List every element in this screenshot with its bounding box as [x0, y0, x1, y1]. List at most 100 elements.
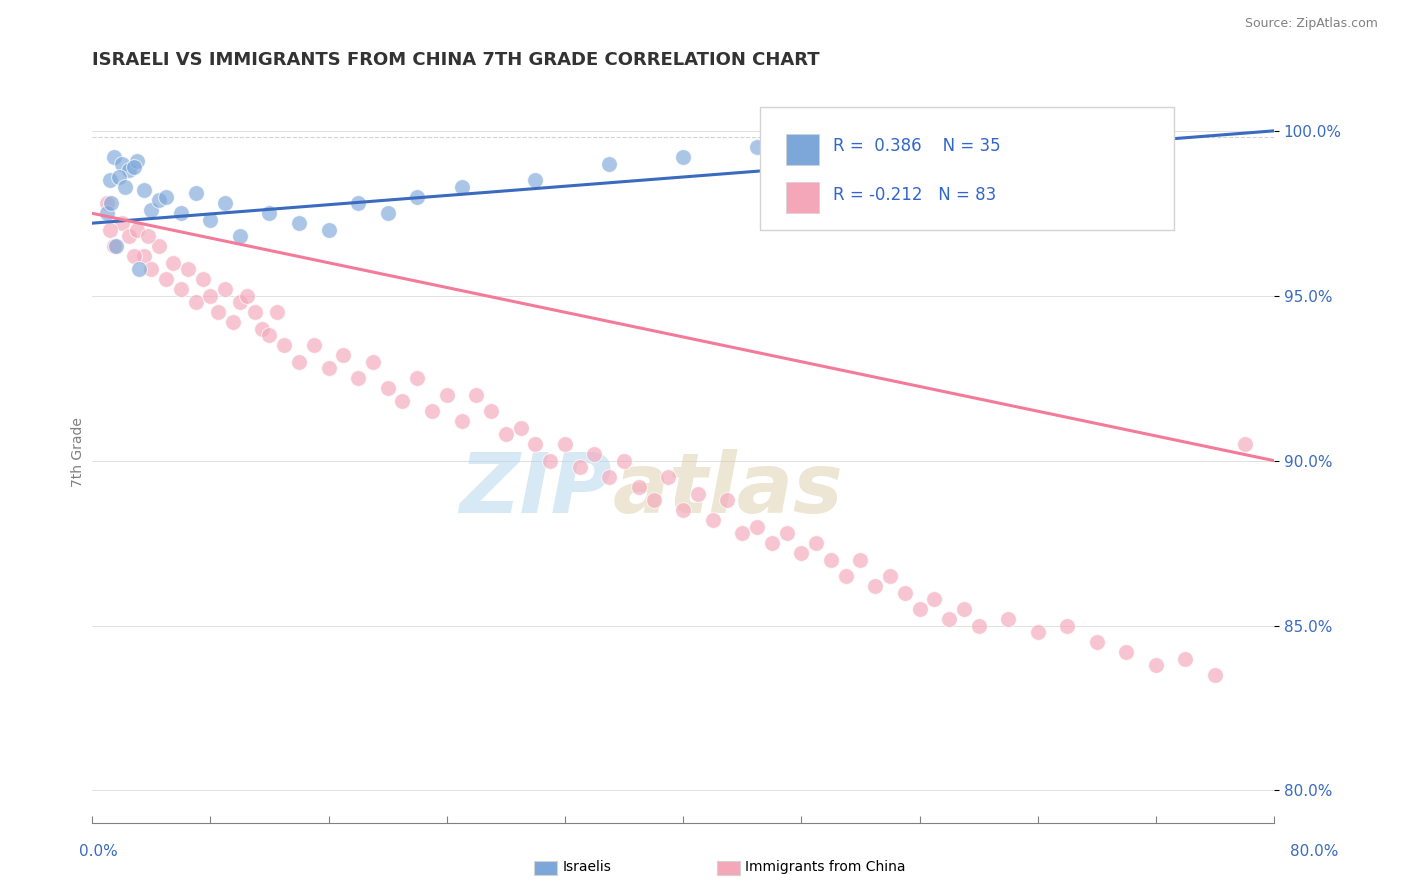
Point [96, 206, 118, 220]
Point [1085, 635, 1108, 649]
Point [450, 180, 472, 194]
Point [288, 355, 311, 369]
Point [191, 272, 214, 286]
Text: R =  0.386    N = 35: R = 0.386 N = 35 [834, 136, 1001, 155]
Point [98, 173, 121, 187]
Point [686, 486, 709, 500]
Point [893, 585, 915, 599]
Point [790, 546, 813, 560]
Text: R = -0.212   N = 83: R = -0.212 N = 83 [834, 186, 997, 204]
Point [111, 157, 134, 171]
Point [922, 592, 945, 607]
Point [132, 249, 155, 263]
Point [834, 569, 856, 583]
Point [250, 322, 273, 336]
Point [98, 223, 121, 237]
Point [391, 394, 413, 409]
Text: Source: ZipAtlas.com: Source: ZipAtlas.com [1244, 17, 1378, 29]
Point [200, 213, 222, 227]
Point [554, 437, 576, 451]
Point [136, 229, 159, 244]
Point [361, 355, 384, 369]
Point [479, 404, 502, 418]
Point [1233, 437, 1256, 451]
Point [643, 493, 665, 508]
Point [266, 305, 288, 319]
Point [583, 447, 606, 461]
Point [155, 272, 177, 286]
Point [229, 295, 252, 310]
Point [96, 196, 118, 211]
Point [997, 612, 1019, 626]
Point [598, 157, 620, 171]
Text: Immigrants from China: Immigrants from China [745, 860, 905, 874]
Point [967, 618, 990, 632]
Point [849, 552, 872, 566]
Point [465, 387, 488, 401]
Point [104, 239, 127, 253]
Point [893, 136, 915, 151]
Point [229, 229, 252, 244]
Point [406, 371, 429, 385]
Text: ISRAELI VS IMMIGRANTS FROM CHINA 7TH GRADE CORRELATION CHART: ISRAELI VS IMMIGRANTS FROM CHINA 7TH GRA… [93, 51, 820, 69]
Point [111, 216, 134, 230]
Point [702, 513, 724, 527]
Point [302, 338, 325, 352]
Point [259, 206, 281, 220]
Point [627, 480, 650, 494]
Point [672, 503, 695, 517]
Point [332, 348, 354, 362]
Point [162, 256, 184, 270]
Point [273, 338, 295, 352]
Bar [786, 182, 820, 212]
Point [598, 470, 620, 484]
Point [122, 160, 145, 174]
Y-axis label: 7th Grade: 7th Grade [72, 417, 86, 487]
Point [745, 140, 768, 154]
Point [509, 420, 531, 434]
Point [141, 202, 163, 217]
Point [141, 262, 163, 277]
Point [132, 183, 155, 197]
Point [103, 150, 125, 164]
Point [125, 223, 148, 237]
Point [938, 612, 960, 626]
Point [879, 569, 901, 583]
Point [1115, 645, 1137, 659]
Point [716, 493, 738, 508]
Point [731, 526, 754, 541]
Point [128, 262, 150, 277]
Point [953, 602, 976, 616]
Point [114, 180, 136, 194]
Point [170, 206, 193, 220]
Point [347, 196, 370, 211]
Point [243, 305, 266, 319]
Point [125, 153, 148, 168]
Point [406, 190, 429, 204]
Point [1144, 658, 1167, 673]
Point [657, 470, 679, 484]
Point [820, 552, 842, 566]
Point [524, 173, 547, 187]
Point [155, 190, 177, 204]
Point [100, 196, 122, 211]
Point [1056, 618, 1078, 632]
Point [495, 427, 517, 442]
Point [103, 239, 125, 253]
Point [1204, 668, 1226, 682]
Point [221, 315, 243, 329]
Point [122, 249, 145, 263]
Point [288, 216, 311, 230]
Point [568, 460, 591, 475]
Point [1042, 130, 1064, 145]
Text: atlas: atlas [612, 449, 842, 530]
Point [118, 229, 141, 244]
Point [672, 150, 695, 164]
Point [214, 196, 236, 211]
Point [184, 295, 207, 310]
Point [177, 262, 200, 277]
Point [214, 282, 236, 296]
Point [347, 371, 370, 385]
Point [775, 526, 797, 541]
Point [761, 536, 783, 550]
